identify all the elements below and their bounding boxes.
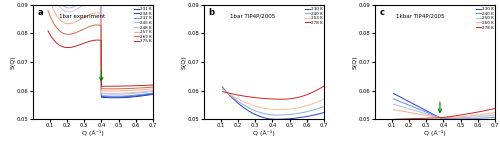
X-axis label: Q (Å⁻¹): Q (Å⁻¹) [82, 130, 104, 136]
Text: 1bar TIP4P/2005: 1bar TIP4P/2005 [230, 14, 276, 19]
Text: 1bar experiment: 1bar experiment [59, 14, 105, 19]
Legend: 230 K, 240 K, 253 K, 278 K: 230 K, 240 K, 253 K, 278 K [304, 7, 323, 25]
X-axis label: Q (Å⁻¹): Q (Å⁻¹) [424, 130, 446, 136]
X-axis label: Q (Å⁻¹): Q (Å⁻¹) [253, 130, 274, 136]
Text: 1kbar TIP4P/2005: 1kbar TIP4P/2005 [396, 14, 444, 19]
Text: b: b [208, 8, 214, 17]
Text: a: a [38, 8, 43, 17]
Legend: 231 K, 234 K, 237 K, 245 K, 248 K, 257 K, 265 K, 275 K: 231 K, 234 K, 237 K, 245 K, 248 K, 257 K… [133, 7, 152, 44]
Y-axis label: S(Q): S(Q) [181, 55, 186, 69]
Text: c: c [380, 8, 384, 17]
Legend: 230 K, 240 K, 250 K, 260 K, 278 K: 230 K, 240 K, 250 K, 260 K, 278 K [476, 7, 494, 30]
Y-axis label: S(Q): S(Q) [10, 55, 15, 69]
Y-axis label: S(Q): S(Q) [352, 55, 358, 69]
